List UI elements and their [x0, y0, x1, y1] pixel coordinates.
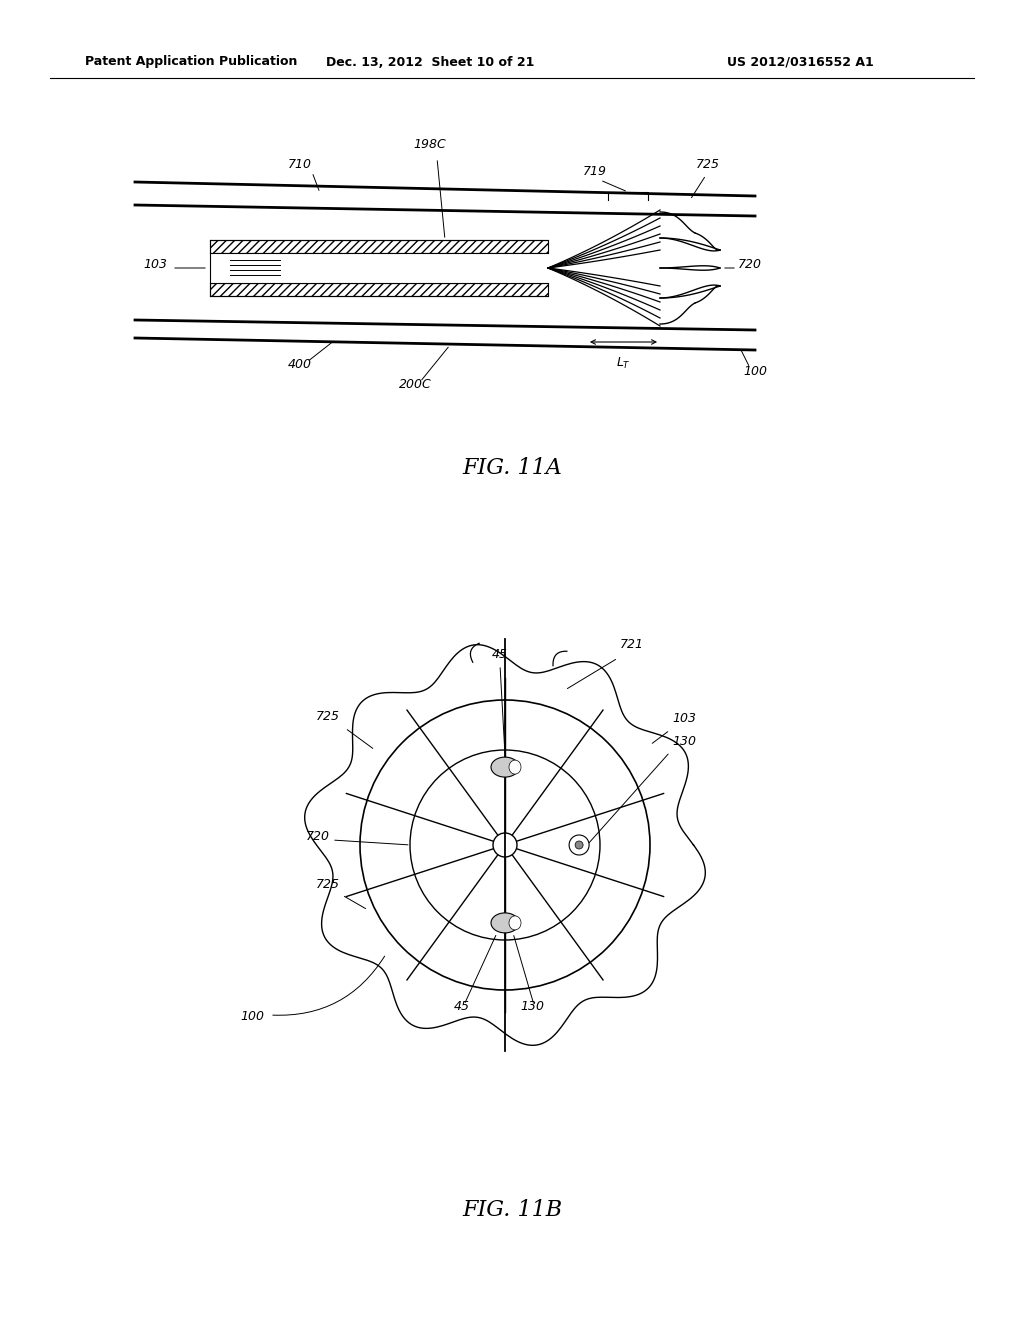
Text: 100: 100	[743, 366, 767, 378]
Text: 198C: 198C	[414, 139, 446, 150]
Text: $L_T$: $L_T$	[616, 356, 631, 371]
Ellipse shape	[490, 913, 519, 933]
Text: 725: 725	[696, 158, 720, 172]
Text: 725: 725	[316, 710, 340, 723]
Text: 400: 400	[288, 358, 312, 371]
Text: 100: 100	[240, 1010, 264, 1023]
Text: 130: 130	[672, 735, 696, 748]
Text: 719: 719	[583, 165, 607, 178]
Ellipse shape	[509, 760, 521, 774]
Text: 200C: 200C	[398, 378, 431, 391]
Text: FIG. 11A: FIG. 11A	[462, 457, 562, 479]
Bar	[210, 282, 548, 296]
Circle shape	[569, 836, 589, 855]
Text: 45: 45	[454, 1001, 470, 1012]
Text: 130: 130	[520, 1001, 544, 1012]
Bar	[210, 240, 548, 253]
Text: 725: 725	[316, 878, 340, 891]
Circle shape	[575, 841, 583, 849]
Bar	[210, 253, 548, 282]
Circle shape	[493, 833, 517, 857]
Text: Dec. 13, 2012  Sheet 10 of 21: Dec. 13, 2012 Sheet 10 of 21	[326, 55, 535, 69]
Text: 45: 45	[492, 648, 508, 661]
Text: 720: 720	[306, 830, 330, 843]
Text: 103: 103	[143, 257, 167, 271]
Text: 710: 710	[288, 158, 312, 172]
Ellipse shape	[509, 916, 521, 929]
Text: 720: 720	[738, 257, 762, 271]
Text: 721: 721	[620, 638, 644, 651]
Text: FIG. 11B: FIG. 11B	[462, 1199, 562, 1221]
Ellipse shape	[490, 758, 519, 777]
Text: 103: 103	[672, 711, 696, 725]
Text: US 2012/0316552 A1: US 2012/0316552 A1	[727, 55, 873, 69]
Text: Patent Application Publication: Patent Application Publication	[85, 55, 297, 69]
